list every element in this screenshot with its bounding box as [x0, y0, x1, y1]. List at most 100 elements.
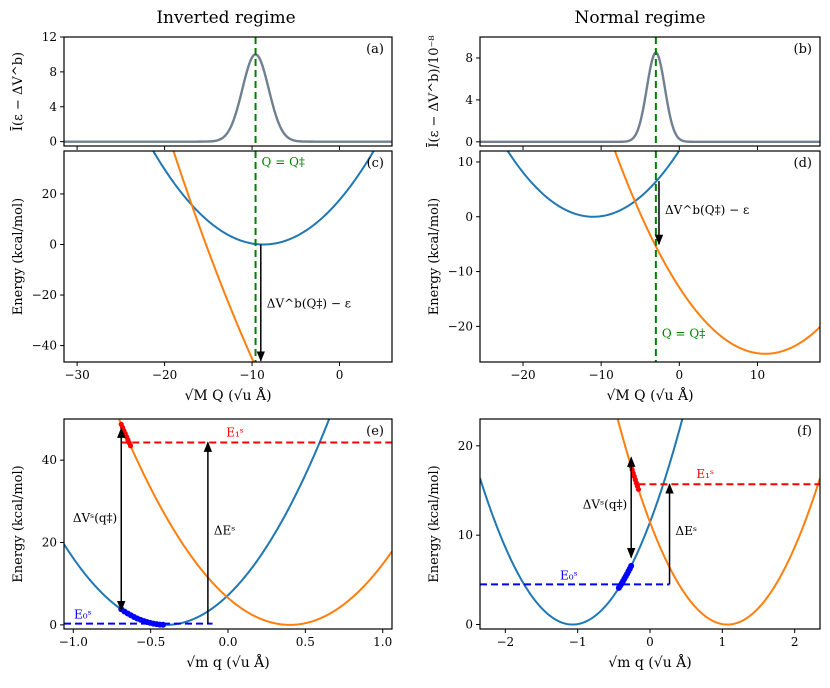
- axes-frame: [63, 36, 393, 147]
- panel-a: 0 4 8 12 (a) Ī(ε − ΔV^b): [10, 30, 393, 150]
- y-tick-label: 0: [49, 237, 57, 251]
- x-tick-label: −20: [510, 368, 535, 382]
- y-tick-label: 0: [465, 135, 473, 149]
- y-tick-label: −40: [32, 339, 57, 353]
- panel-label: (c): [367, 156, 384, 171]
- energy-curve-2: [616, 419, 820, 626]
- x-tick-label: 0: [336, 368, 344, 382]
- y-tick-label: −10: [448, 265, 473, 279]
- y-tick-label: 0: [49, 135, 57, 149]
- energy-curve-2: [613, 151, 820, 355]
- x-axis-label: √m q (√u Å): [608, 653, 691, 671]
- y-axis-label: Energy (kcal/mol): [11, 465, 26, 582]
- y-tick-label: 4: [49, 100, 57, 114]
- panel-c: Q = Q‡ ΔV^b(Q‡) − ε −40 −20 0 20 −30 −20 −10 0 (c)…: [11, 150, 393, 404]
- y-tick-label: 8: [49, 65, 57, 79]
- energy-curve-2: [117, 419, 392, 626]
- y-tick-label: 10: [458, 528, 473, 542]
- y-axis-label: Energy (kcal/mol): [11, 198, 26, 315]
- y-axis-label: Ī(ε − ΔV^b): [10, 52, 26, 131]
- delta-v-label: ΔVˢ(q‡): [73, 511, 117, 525]
- plot-area-f: [480, 419, 820, 626]
- e0-level-label: E₀ˢ: [560, 568, 578, 582]
- spectrum-curve: [480, 51, 820, 144]
- y-tick-label: 20: [458, 439, 473, 453]
- x-tick-label: −0.5: [136, 635, 165, 649]
- y-tick-label: 10: [458, 155, 473, 169]
- x-tick-label: 10: [750, 368, 765, 382]
- energy-curve-1: [506, 151, 681, 218]
- e1-level-label: E₁ˢ: [696, 467, 714, 481]
- axes-frame: [479, 150, 821, 363]
- e1-level-label: E₁ˢ: [226, 425, 244, 439]
- x-axis-label: √m q (√u Å): [186, 653, 269, 671]
- x-tick-label: −30: [64, 368, 89, 382]
- energy-curve-1: [152, 151, 375, 246]
- energy-gap-label: ΔV^b(Q‡) − ε: [665, 203, 749, 217]
- axes-frame: [479, 36, 821, 147]
- y-tick-label: 0: [49, 618, 57, 632]
- title-inverted-regime: Inverted regime: [156, 8, 295, 28]
- x-tick-label: −10: [239, 368, 264, 382]
- panel-label: (a): [366, 42, 384, 57]
- y-tick-label: 8: [465, 51, 473, 65]
- panel-d: Q = Q‡ ΔV^b(Q‡) − ε −20 −10 0 10 −20 −10 0 10 (d) E…: [427, 150, 821, 404]
- trajectory-point-blue: [160, 621, 167, 628]
- panel-b: 0 4 8 (b) Ī(ε − ΔV^b)/10⁻⁸: [426, 35, 821, 150]
- plot-area-d: [506, 151, 820, 362]
- title-normal-regime: Normal regime: [574, 8, 705, 28]
- x-tick-label: −20: [152, 368, 177, 382]
- x-tick-label: 0: [675, 368, 683, 382]
- trajectory-point-red: [635, 486, 642, 492]
- x-tick-label: 0.5: [296, 635, 315, 649]
- y-tick-label: −20: [448, 319, 473, 333]
- y-tick-label: 40: [42, 453, 57, 467]
- panel-label: (e): [366, 424, 384, 439]
- y-axis-label: Energy (kcal/mol): [427, 198, 442, 315]
- trajectory-point-red: [127, 443, 134, 449]
- x-tick-label: 0: [646, 635, 654, 649]
- y-tick-label: 12: [42, 30, 57, 44]
- trajectory-point-blue: [615, 584, 622, 591]
- q-transition-label: Q = Q‡: [262, 155, 305, 169]
- x-tick-label: 1: [719, 635, 727, 649]
- x-axis-label: √M Q (√u Å): [606, 386, 693, 404]
- panel-label: (b): [794, 42, 812, 57]
- x-axis-label: √M Q (√u Å): [184, 386, 271, 404]
- y-axis-label: Energy (kcal/mol): [427, 465, 442, 582]
- y-axis-label: Ī(ε − ΔV^b)/10⁻⁸: [426, 35, 442, 147]
- delta-e-label: ΔEˢ: [676, 524, 697, 538]
- x-tick-label: 0.0: [218, 635, 237, 649]
- delta-e-label: ΔEˢ: [214, 523, 235, 537]
- panel-f: E₀ˢ E₁ˢ ΔVˢ(q‡) ΔEˢ 0 10 20 −2 −1 0 1 2 (f) Energy (k…: [427, 418, 821, 671]
- x-tick-label: −10: [588, 368, 613, 382]
- axes-frame: [63, 150, 393, 363]
- y-tick-label: −20: [32, 288, 57, 302]
- y-tick-label: 20: [42, 187, 57, 201]
- panel-e: E₀ˢ E₁ˢ ΔVˢ(q‡) ΔEˢ 0 20 40 −1.0 −0.5 0.0 0.5 1.0 (e…: [11, 418, 393, 671]
- delta-v-label: ΔVˢ(q‡): [583, 497, 627, 511]
- panel-label: (f): [797, 424, 812, 439]
- spectrum-curve: [64, 53, 392, 143]
- plot-area-b: [480, 37, 820, 146]
- x-tick-label: −1.0: [59, 635, 88, 649]
- energy-gap-label: ΔV^b(Q‡) − ε: [267, 297, 351, 311]
- plot-area-c: [152, 151, 375, 362]
- plot-area-a: [64, 37, 392, 146]
- y-tick-label: 0: [465, 210, 473, 224]
- energy-curve-2: [172, 151, 255, 362]
- y-tick-label: 20: [42, 536, 57, 550]
- plot-area-e: [64, 419, 392, 628]
- e0-level-label: E₀ˢ: [74, 608, 92, 622]
- x-tick-label: −1: [569, 635, 587, 649]
- x-tick-label: 1.0: [373, 635, 392, 649]
- y-tick-label: 4: [465, 93, 473, 107]
- x-tick-label: −2: [496, 635, 514, 649]
- y-tick-label: 0: [465, 618, 473, 632]
- q-transition-label: Q = Q‡: [662, 326, 705, 340]
- energy-curve-1: [480, 419, 684, 626]
- x-tick-label: 2: [791, 635, 799, 649]
- panel-label: (d): [794, 156, 812, 171]
